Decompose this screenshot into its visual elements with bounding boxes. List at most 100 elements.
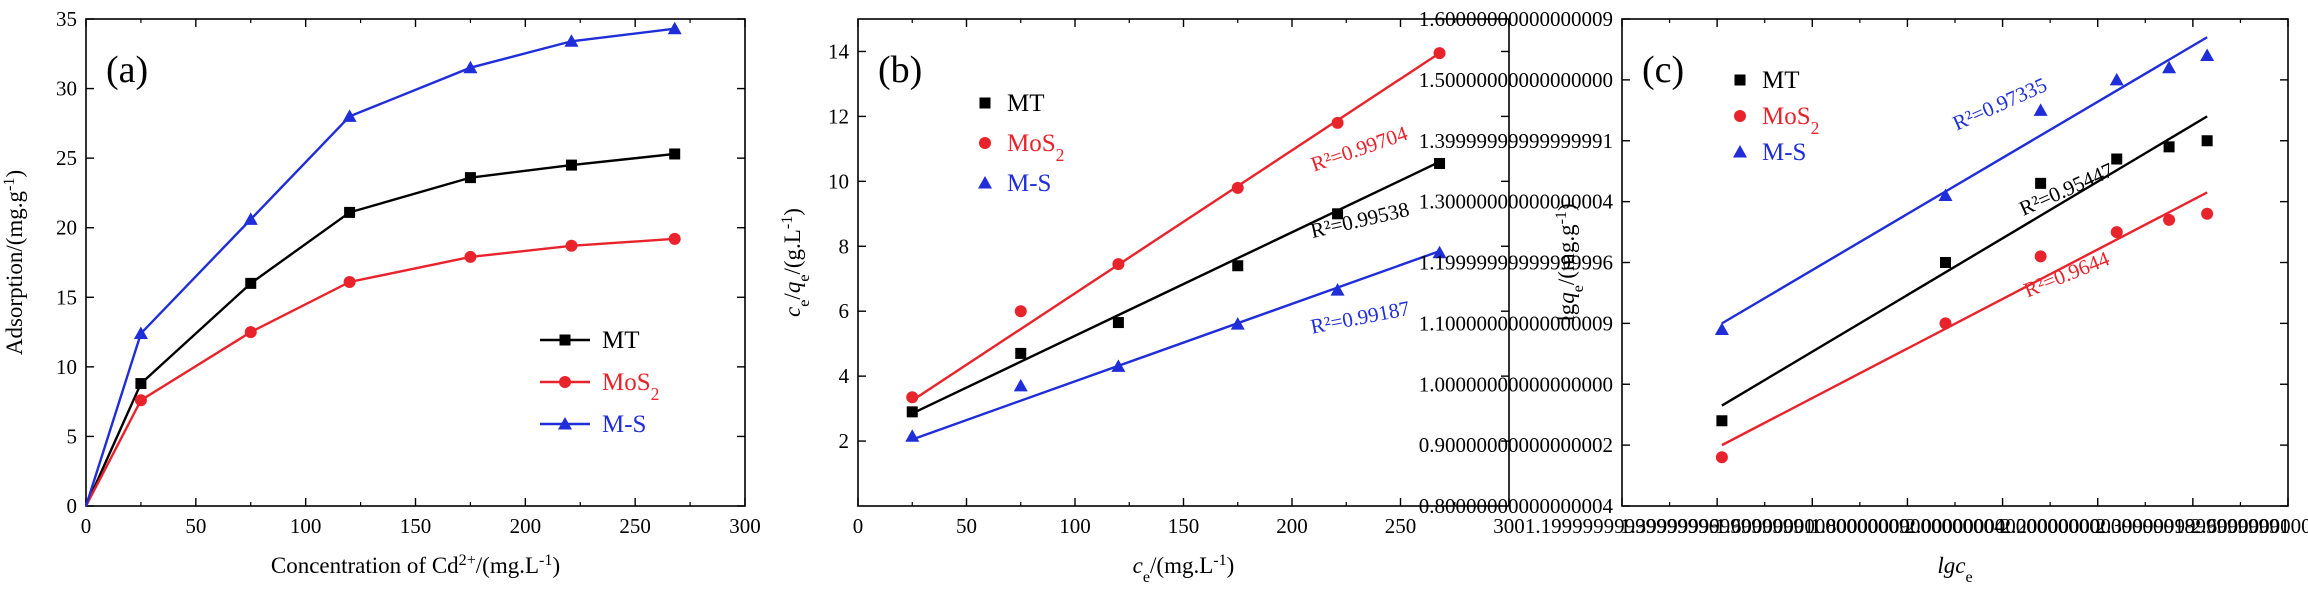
legend-label: MT <box>602 327 640 354</box>
data-point <box>135 378 147 390</box>
fit-line <box>911 250 1440 441</box>
y-tick-label: 0.90000000000000002 <box>1419 433 1613 457</box>
series-m-s <box>84 21 682 507</box>
r-squared-label: R²=0.95447 <box>2016 158 2117 221</box>
data-point <box>1433 47 1446 60</box>
x-tick-label: 250 <box>1385 514 1417 538</box>
legend-label: M-S <box>602 411 646 438</box>
legend-marker <box>1734 110 1746 122</box>
data-point <box>1332 208 1344 220</box>
r-squared-label: R²=0.97335 <box>1949 73 2050 136</box>
data-point <box>244 326 257 339</box>
data-point <box>565 239 578 252</box>
legend-marker <box>979 97 991 109</box>
data-point <box>668 232 681 245</box>
data-point <box>2162 60 2177 74</box>
data-point <box>669 148 681 160</box>
x-tick-label: 1.19999999999999996 <box>1525 514 1719 538</box>
data-point <box>1715 451 1728 464</box>
data-point <box>243 212 258 225</box>
legend-label: MT <box>1007 90 1045 117</box>
data-point <box>1938 188 1953 202</box>
data-point <box>2109 72 2124 86</box>
x-tick-label: 250 <box>619 514 651 538</box>
panel-label: (b) <box>878 49 922 91</box>
x-tick-label: 0 <box>853 514 864 538</box>
data-point <box>1432 245 1447 259</box>
data-point <box>565 159 577 171</box>
legend: MT MoS2 M-S <box>540 327 659 438</box>
data-point <box>342 109 357 122</box>
legend-marker <box>1734 74 1746 86</box>
data-point <box>2201 207 2214 220</box>
data-point <box>464 172 476 184</box>
data-point <box>1015 347 1027 359</box>
legend-marker <box>979 137 991 149</box>
data-point <box>133 326 148 339</box>
x-tick-label: 50 <box>185 514 206 538</box>
data-point <box>2110 226 2123 239</box>
panel-label: (a) <box>106 49 148 91</box>
y-tick-label: 10 <box>56 355 77 379</box>
data-point <box>464 250 477 263</box>
data-point <box>905 429 920 442</box>
x-tick-label: 1.80000000000000004 <box>1810 514 2005 538</box>
y-tick-label: 1.00000000000000000 <box>1419 372 1613 396</box>
y-tick-label: 20 <box>56 216 77 240</box>
y-tick-label: 1.10000000000000009 <box>1419 311 1613 335</box>
legend-label: M-S <box>1762 139 1806 166</box>
x-tick-label: 2.60000000000000009 <box>2191 514 2308 538</box>
r-squared-label: R²=0.9644 <box>2020 246 2113 302</box>
legend-marker <box>978 176 992 189</box>
data-point <box>2035 177 2047 189</box>
plot-frame <box>1621 18 2289 507</box>
y-tick-label: 10 <box>828 169 849 193</box>
data-point <box>1231 181 1244 194</box>
data-point <box>134 394 147 407</box>
fit-line <box>1721 191 2208 447</box>
data-point <box>1331 116 1344 129</box>
y-tick-label: 0 <box>67 494 78 518</box>
y-tick-label: 30 <box>56 77 77 101</box>
chart-panel-1: 0 50 100 150 200 250 300 0 5 10 15 20 25 30 35 Concentr… <box>1 7 761 578</box>
y-tick-label: 35 <box>56 7 77 31</box>
series-line <box>84 237 675 507</box>
series-mos2 <box>84 232 681 507</box>
y-tick-label: 0.80000000000000004 <box>1419 494 1614 518</box>
y-tick-label: 1.19999999999999996 <box>1419 251 1613 275</box>
data-point <box>1230 317 1245 330</box>
data-point <box>1714 322 1729 335</box>
r-squared-label: R²=0.99187 <box>1309 296 1412 339</box>
x-axis-title: Concentration of Cd2+/(mg.L-1) <box>271 552 560 579</box>
legend-label: MoS2 <box>1007 130 1064 165</box>
legend-label: MoS2 <box>1762 103 1819 138</box>
y-tick-label: 14 <box>828 39 850 63</box>
data-point <box>1014 305 1027 318</box>
x-tick-label: 150 <box>1168 514 1200 538</box>
y-tick-label: 6 <box>839 299 850 323</box>
data-point <box>1013 378 1028 392</box>
data-point <box>245 277 257 289</box>
legend-label: MT <box>1762 67 1800 94</box>
y-tick-label: 2 <box>839 429 850 453</box>
fit-line <box>1721 115 2208 407</box>
legend-marker <box>559 376 571 388</box>
x-tick-label: 100 <box>290 514 322 538</box>
y-tick-label: 1.39999999999999991 <box>1419 129 1613 153</box>
legend-marker <box>559 334 571 346</box>
y-tick-label: 12 <box>828 104 849 128</box>
x-tick-label: 2.00000000000000000 <box>1905 514 2099 538</box>
y-axis-title: Adsorption/(mg.g-1) <box>1 170 28 355</box>
series-line <box>84 152 675 507</box>
r-squared-label: R²=0.99538 <box>1308 197 1411 243</box>
data-point <box>1330 283 1345 296</box>
series-mt: R²=0.99538 <box>906 157 1446 418</box>
data-point <box>2034 250 2047 263</box>
legend-label: MoS2 <box>602 369 659 404</box>
series-m-s: R²=0.99187 <box>905 245 1447 442</box>
fit-line <box>1721 36 2208 325</box>
data-point <box>1112 317 1124 329</box>
fit-line <box>911 52 1441 402</box>
